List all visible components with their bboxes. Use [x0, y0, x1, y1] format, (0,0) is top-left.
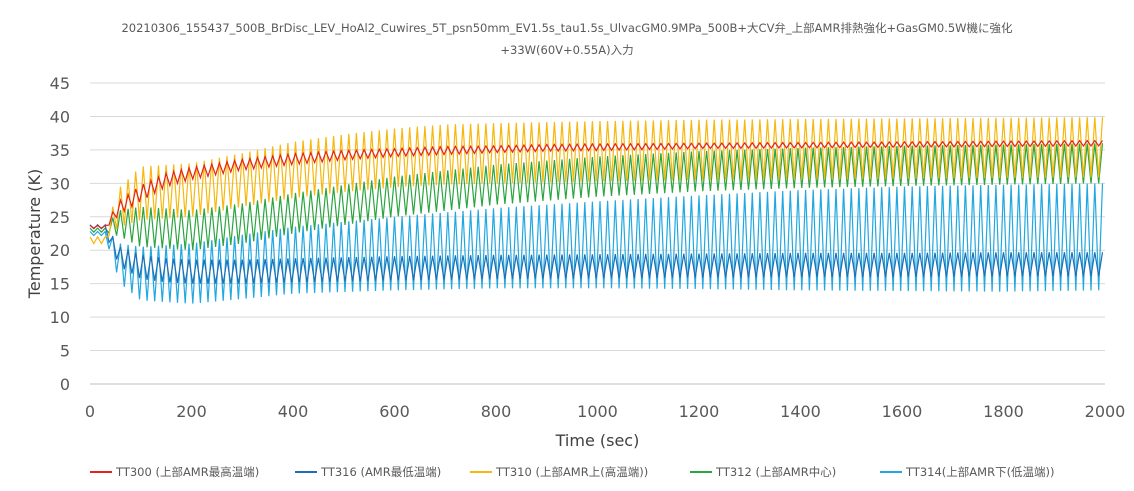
y-tick-label: 45: [50, 74, 70, 93]
y-tick-label: 10: [50, 308, 70, 327]
chart-title: 20210306_155437_500B_BrDisc_LEV_HoAl2_Cu…: [121, 21, 1013, 35]
y-tick-label: 20: [50, 241, 70, 260]
legend-label: TT316 (AMR最低温端): [320, 465, 441, 479]
series-line-2: [89, 117, 1104, 245]
x-tick-label: 1600: [882, 402, 923, 421]
x-tick-label: 1000: [577, 402, 618, 421]
legend-label: TT312 (上部AMR中心): [715, 465, 836, 479]
legend-label: TT310 (上部AMR上(高温端)): [495, 465, 648, 479]
tick-labels: 0 5 10 15 20 25 30 35 40 45 0 200 400 600 800 1000 1200 1…: [50, 74, 1126, 421]
x-tick-label: 1800: [983, 402, 1024, 421]
x-axis-label: Time (sec): [555, 431, 640, 450]
y-tick-label: 25: [50, 208, 70, 227]
x-tick-label: 400: [278, 402, 309, 421]
y-tick-label: 5: [60, 342, 70, 361]
y-tick-label: 0: [60, 375, 70, 394]
x-tick-label: 800: [481, 402, 512, 421]
series-line-1: [89, 223, 1104, 284]
grid-lines: [90, 82, 1105, 352]
y-tick-label: 15: [50, 275, 70, 294]
chart-title-line2: +33W(60V+0.55A)入力: [500, 43, 634, 57]
x-tick-label: 2000: [1085, 402, 1126, 421]
x-tick-label: 200: [176, 402, 207, 421]
series-layer: [89, 117, 1104, 304]
y-tick-label: 40: [50, 107, 70, 126]
x-tick-label: 0: [85, 402, 95, 421]
series-line-0: [89, 139, 1103, 229]
x-tick-label: 600: [379, 402, 410, 421]
series-line-3: [89, 143, 1104, 251]
legend-label: TT314(上部AMR下(低温端)): [905, 465, 1055, 479]
legend-label: TT300 (上部AMR最高温端): [115, 465, 259, 479]
series-line-4: [89, 183, 1104, 304]
legend: TT300 (上部AMR最高温端) TT316 (AMR最低温端) TT310 (上…: [90, 465, 1055, 479]
y-tick-label: 35: [50, 141, 70, 160]
y-tick-label: 30: [50, 174, 70, 193]
y-axis-label: Temperature (K): [25, 169, 44, 299]
x-tick-label: 1200: [679, 402, 720, 421]
x-tick-label: 1400: [780, 402, 821, 421]
